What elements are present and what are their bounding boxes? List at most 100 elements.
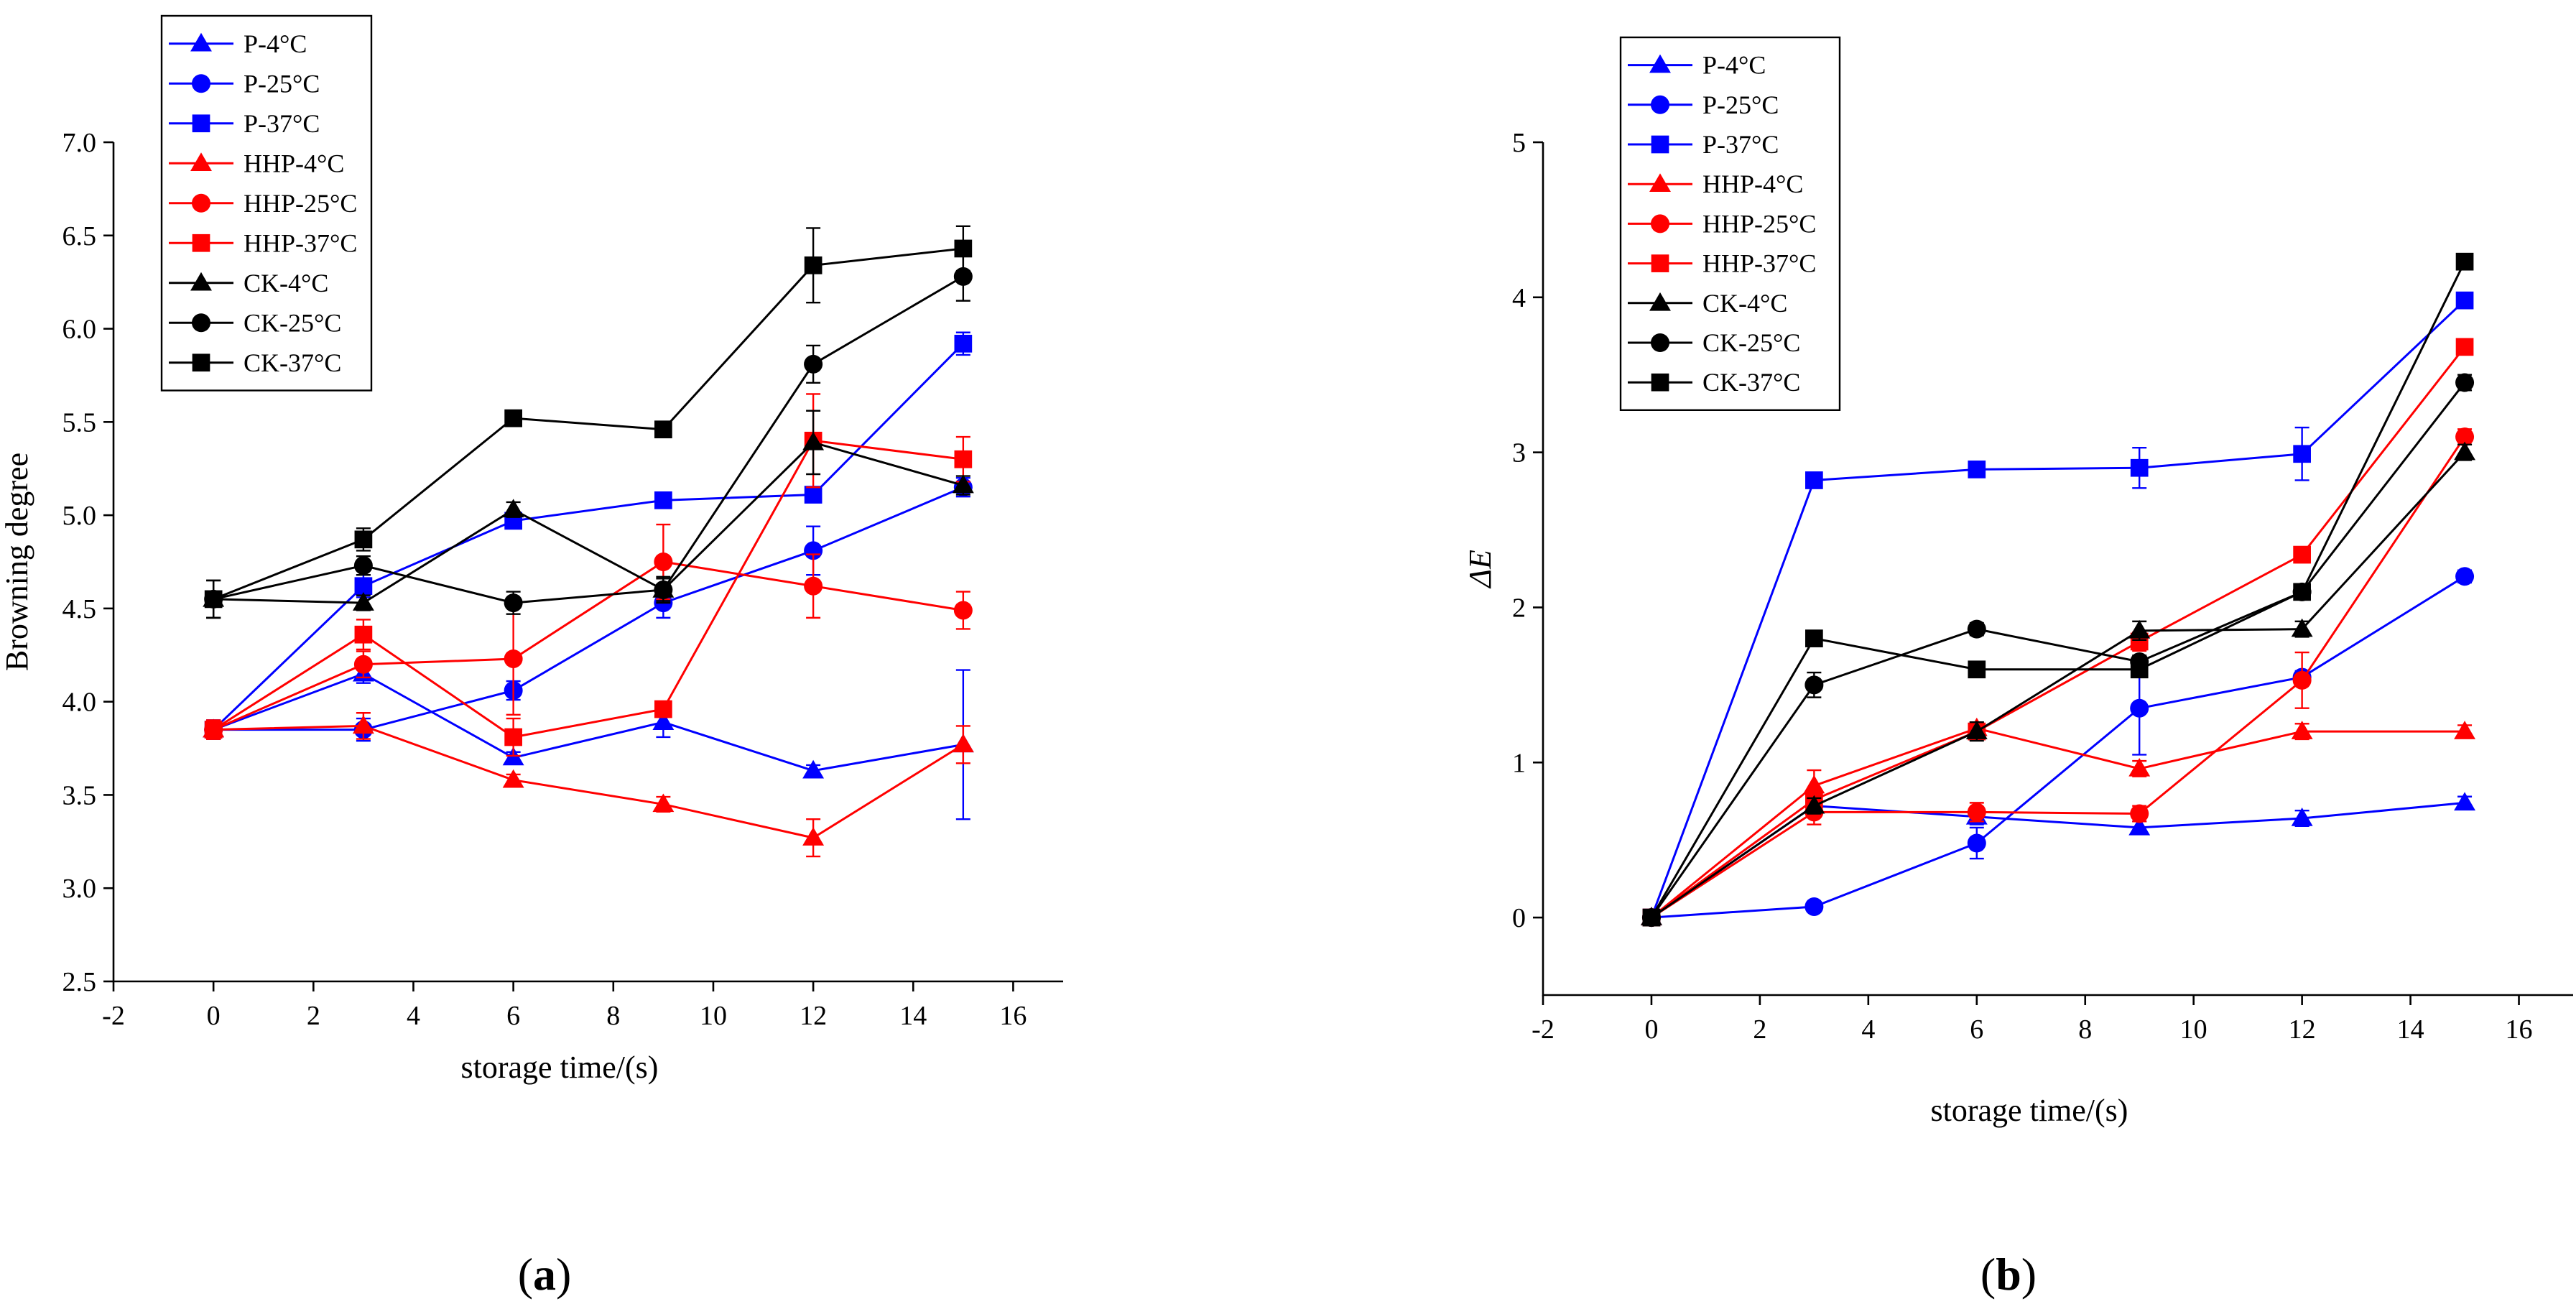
series-line xyxy=(213,275,964,604)
data-point xyxy=(802,759,825,779)
y-tick-label: 5.0 xyxy=(62,501,97,531)
x-axis-title: storage time/(s) xyxy=(461,1050,659,1085)
series-P-25°C xyxy=(1641,567,2475,928)
legend-label: P-37°C xyxy=(244,109,320,138)
chart-panel-a: -2 0 2 4 6 8 10 12 14 16 2.5 3.0 3.5 4.0 4.5 5.0 5.5 6.0 6… xyxy=(0,14,1063,1300)
y-tick-label: 4.0 xyxy=(62,688,97,718)
data-point xyxy=(1804,897,1824,916)
data-point xyxy=(2130,660,2149,679)
series-line xyxy=(1650,382,2466,918)
data-point xyxy=(804,486,823,504)
legend-item: P-37°C xyxy=(1628,130,1779,159)
legend-label: CK-25°C xyxy=(244,308,341,337)
data-point xyxy=(2293,545,2311,564)
series-line xyxy=(213,560,964,731)
series-CK-37°C xyxy=(204,225,973,619)
data-point xyxy=(654,420,672,439)
data-point xyxy=(654,580,673,599)
data-point xyxy=(502,499,524,518)
data-point xyxy=(2130,458,2149,477)
data-point xyxy=(2293,583,2311,601)
legend-marker xyxy=(192,313,210,333)
data-point xyxy=(352,715,374,734)
y-tick-label: 4 xyxy=(1512,283,1526,313)
legend-item: CK-25°C xyxy=(169,308,341,337)
y-tick-label: 3 xyxy=(1512,438,1526,468)
x-tick-label: 2 xyxy=(1753,1014,1766,1045)
data-point xyxy=(2454,721,2476,739)
data-point xyxy=(504,593,523,613)
data-point xyxy=(804,576,823,596)
data-point xyxy=(1968,461,1986,478)
data-point xyxy=(2455,252,2474,271)
series-P-37°C xyxy=(1642,291,2474,927)
series-line xyxy=(1650,300,2466,918)
x-tick-label: 6 xyxy=(1970,1014,1983,1045)
panel-label: (a) xyxy=(518,1249,572,1300)
x-tick-label: 12 xyxy=(800,1001,827,1031)
series-line xyxy=(213,247,964,601)
x-tick-label: 16 xyxy=(2506,1014,2533,1045)
data-point xyxy=(2130,804,2149,823)
x-tick-label: 2 xyxy=(307,1001,320,1031)
x-tick-label: 0 xyxy=(1644,1014,1658,1045)
x-axis-title: storage time/(s) xyxy=(1931,1093,2128,1128)
legend-item: CK-4°C xyxy=(169,269,328,297)
legend-item: HHP-25°C xyxy=(169,189,357,218)
legend-item: HHP-4°C xyxy=(169,149,344,177)
legend-item: CK-25°C xyxy=(1628,328,1800,357)
data-point xyxy=(804,354,823,374)
series-line xyxy=(1651,727,2465,919)
data-point xyxy=(954,239,973,258)
series-HHP-37°C xyxy=(204,393,973,757)
legend-marker xyxy=(190,32,212,52)
data-point xyxy=(2455,373,2475,392)
data-point xyxy=(2455,427,2475,447)
series-CK-37°C xyxy=(1642,252,2474,927)
legend-label: CK-25°C xyxy=(1702,328,1800,357)
legend-marker xyxy=(1651,373,1669,392)
x-tick-label: 8 xyxy=(2078,1014,2092,1045)
data-point xyxy=(1967,833,1986,853)
data-point xyxy=(654,700,672,718)
x-tick-label: 4 xyxy=(1861,1014,1875,1045)
data-point xyxy=(2454,792,2476,811)
legend-marker xyxy=(190,152,212,172)
legend-marker xyxy=(190,272,212,291)
data-point xyxy=(2130,698,2149,718)
legend-item: HHP-37°C xyxy=(169,228,357,257)
data-point xyxy=(353,655,373,674)
x-tick-label: 10 xyxy=(700,1001,727,1031)
legend-label: CK-37°C xyxy=(244,348,341,377)
y-tick-label: 6.0 xyxy=(62,315,97,345)
legend-label: P-25°C xyxy=(1702,91,1779,119)
series-line xyxy=(213,724,964,839)
legend-label: CK-4°C xyxy=(244,269,328,297)
data-point xyxy=(2291,808,2313,826)
legend-marker xyxy=(192,74,210,93)
series-line xyxy=(1651,346,2466,919)
data-point xyxy=(1803,774,1825,794)
x-tick-label: 16 xyxy=(999,1001,1027,1031)
data-point xyxy=(1804,675,1824,695)
series-line xyxy=(213,441,964,604)
x-tick-label: 12 xyxy=(2289,1014,2316,1045)
legend-item: HHP-37°C xyxy=(1628,249,1816,278)
y-tick-label: 4.5 xyxy=(62,594,97,624)
series-HHP-4°C xyxy=(203,712,974,858)
data-point xyxy=(2291,721,2313,739)
data-point xyxy=(2293,445,2311,463)
data-point xyxy=(652,793,675,813)
legend-marker xyxy=(1651,135,1669,154)
x-tick-label: 10 xyxy=(2180,1014,2207,1045)
data-point xyxy=(2455,338,2474,356)
series-HHP-25°C xyxy=(1641,427,2475,928)
data-point xyxy=(204,590,223,609)
x-tick-label: 0 xyxy=(207,1001,221,1031)
series-P-37°C xyxy=(204,331,973,740)
data-point xyxy=(2291,618,2313,637)
legend-marker xyxy=(192,233,210,252)
data-point xyxy=(2292,670,2312,690)
data-point xyxy=(2128,619,2151,639)
series-line xyxy=(1651,575,2465,919)
